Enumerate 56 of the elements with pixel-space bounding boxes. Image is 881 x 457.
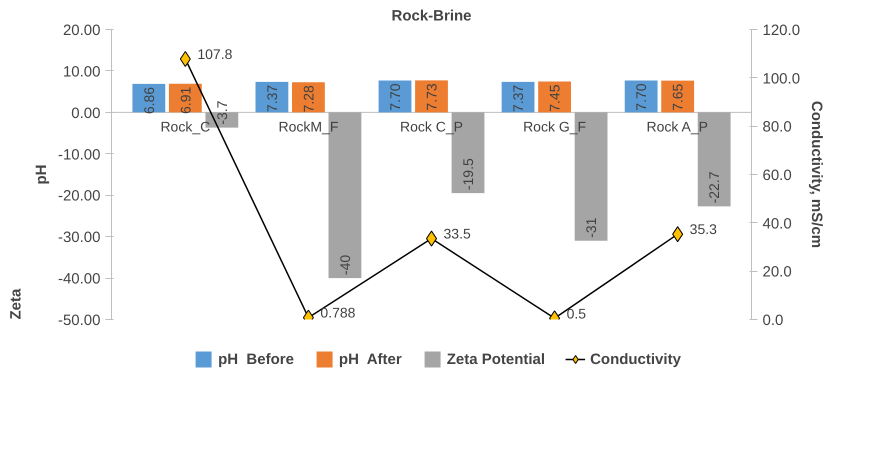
data-label: 6.86 [140, 86, 157, 114]
y2-tick-label: 60.0 [762, 167, 792, 184]
y2-tick-label: 100.0 [762, 70, 800, 88]
bar [415, 80, 448, 112]
bar [624, 80, 658, 112]
y2-tick-label: 40.0 [762, 215, 792, 232]
data-label: 7.70 [386, 83, 403, 111]
data-label: 6.91 [177, 86, 194, 114]
y2-tick-label: 80.0 [762, 118, 792, 136]
data-label: -22.7 [706, 171, 722, 204]
x-tick-label: RockM_F [278, 118, 338, 134]
y-tick-label: -30.00 [58, 229, 101, 246]
y-tick-label: 10.00 [62, 63, 101, 80]
text: Zeta [8, 288, 24, 320]
y-axis-title: pH [32, 164, 50, 184]
bar [538, 81, 571, 112]
bar [502, 82, 534, 112]
y2-tick-label: 0.0 [762, 312, 784, 329]
data-label: -3.7 [214, 100, 230, 125]
y2-tick-label: 20.0 [762, 264, 792, 281]
data-label: 35.3 [690, 221, 718, 238]
data-label: 7.73 [424, 83, 440, 111]
bar [661, 80, 694, 112]
legend-label: Zeta Potential [446, 350, 546, 368]
x-tick-label: Rock A_P [646, 118, 708, 134]
data-label: 107.8 [197, 46, 233, 62]
data-label: -40 [336, 254, 353, 276]
y-tick-label: 20.00 [62, 22, 101, 39]
bar [292, 82, 325, 112]
legend-label: pH Before [218, 350, 294, 368]
data-label: 7.37 [510, 84, 526, 112]
y-tick-label: -10.00 [58, 146, 101, 164]
data-label: 7.70 [633, 83, 650, 111]
data-label: 7.45 [546, 84, 563, 112]
legend-label: pH After [338, 350, 402, 368]
y-tick-label: -40.00 [58, 270, 101, 288]
data-label: 7.65 [670, 83, 686, 111]
y-tick-label: -20.00 [58, 188, 101, 205]
y-tick-label: 0.00 [71, 104, 101, 122]
legend-label: Conductivity [590, 350, 681, 368]
data-label: -19.5 [460, 158, 476, 190]
x-tick-label: Rock C_P [400, 118, 464, 134]
data-label: 7.37 [264, 84, 280, 112]
data-label: 7.28 [300, 84, 316, 112]
data-label: 33.5 [444, 226, 471, 242]
bar [256, 82, 288, 112]
chart-title: Rock-Brine [391, 8, 472, 24]
data-label: 0.788 [320, 304, 356, 321]
y-tick-label: -50.00 [58, 312, 101, 329]
y2-axis-title: Conductivity, mS/cm [808, 100, 826, 248]
bar [378, 80, 412, 112]
data-label: 0.5 [566, 305, 586, 322]
x-tick-label: Rock_C [160, 118, 210, 134]
y2-tick-label: 120.0 [762, 22, 800, 39]
x-tick-label: Rock G_F [523, 118, 586, 134]
data-label: -31 [583, 217, 600, 238]
